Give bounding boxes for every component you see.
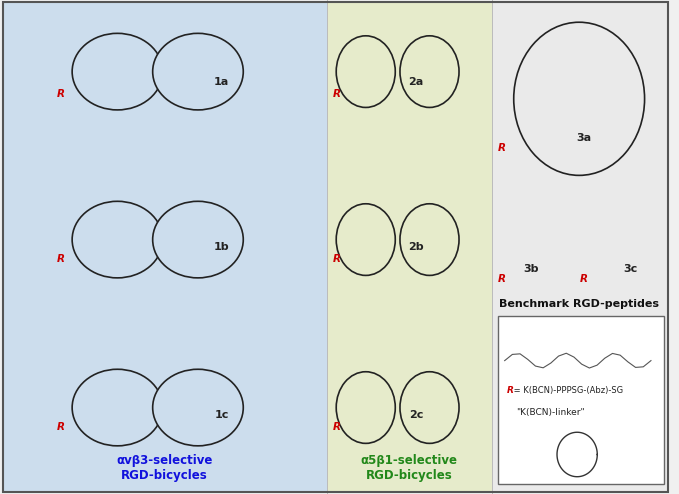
Bar xyxy=(327,2,492,492)
Text: R: R xyxy=(498,143,506,153)
Ellipse shape xyxy=(400,372,459,444)
Text: R: R xyxy=(333,422,341,432)
Text: R: R xyxy=(333,254,341,264)
Ellipse shape xyxy=(336,36,395,108)
Bar xyxy=(492,2,667,492)
Text: 2c: 2c xyxy=(409,410,423,420)
Text: 3b: 3b xyxy=(524,264,539,274)
Text: R: R xyxy=(56,254,65,264)
Text: R: R xyxy=(580,274,588,284)
Text: 1b: 1b xyxy=(214,242,230,252)
Text: 3c: 3c xyxy=(624,264,638,274)
Text: = K(BCN)-PPPSG-(Abz)-SG: = K(BCN)-PPPSG-(Abz)-SG xyxy=(511,386,623,395)
Ellipse shape xyxy=(400,204,459,276)
Text: α5β1-selective
RGD-bicycles: α5β1-selective RGD-bicycles xyxy=(361,453,458,482)
Text: 2a: 2a xyxy=(409,77,424,86)
Bar xyxy=(3,2,327,492)
Text: Benchmark RGD-peptides: Benchmark RGD-peptides xyxy=(499,299,659,309)
Text: 3a: 3a xyxy=(576,133,591,143)
Text: 1a: 1a xyxy=(214,77,229,86)
Text: R: R xyxy=(56,89,65,99)
Text: R: R xyxy=(333,89,341,99)
Ellipse shape xyxy=(72,33,163,110)
Ellipse shape xyxy=(336,372,395,444)
Text: 2b: 2b xyxy=(408,242,424,252)
Bar xyxy=(498,316,664,484)
Text: R: R xyxy=(56,422,65,432)
Text: 1c: 1c xyxy=(215,410,229,420)
Ellipse shape xyxy=(72,370,163,446)
Text: "K(BCN)-linker": "K(BCN)-linker" xyxy=(516,408,585,417)
Text: R: R xyxy=(498,274,506,284)
Ellipse shape xyxy=(153,202,243,278)
Text: R: R xyxy=(507,386,513,395)
Ellipse shape xyxy=(153,370,243,446)
Ellipse shape xyxy=(153,33,243,110)
Ellipse shape xyxy=(400,36,459,108)
Ellipse shape xyxy=(336,204,395,276)
Text: αvβ3-selective
RGD-bicycles: αvβ3-selective RGD-bicycles xyxy=(116,453,213,482)
Ellipse shape xyxy=(514,22,644,175)
Ellipse shape xyxy=(72,202,163,278)
